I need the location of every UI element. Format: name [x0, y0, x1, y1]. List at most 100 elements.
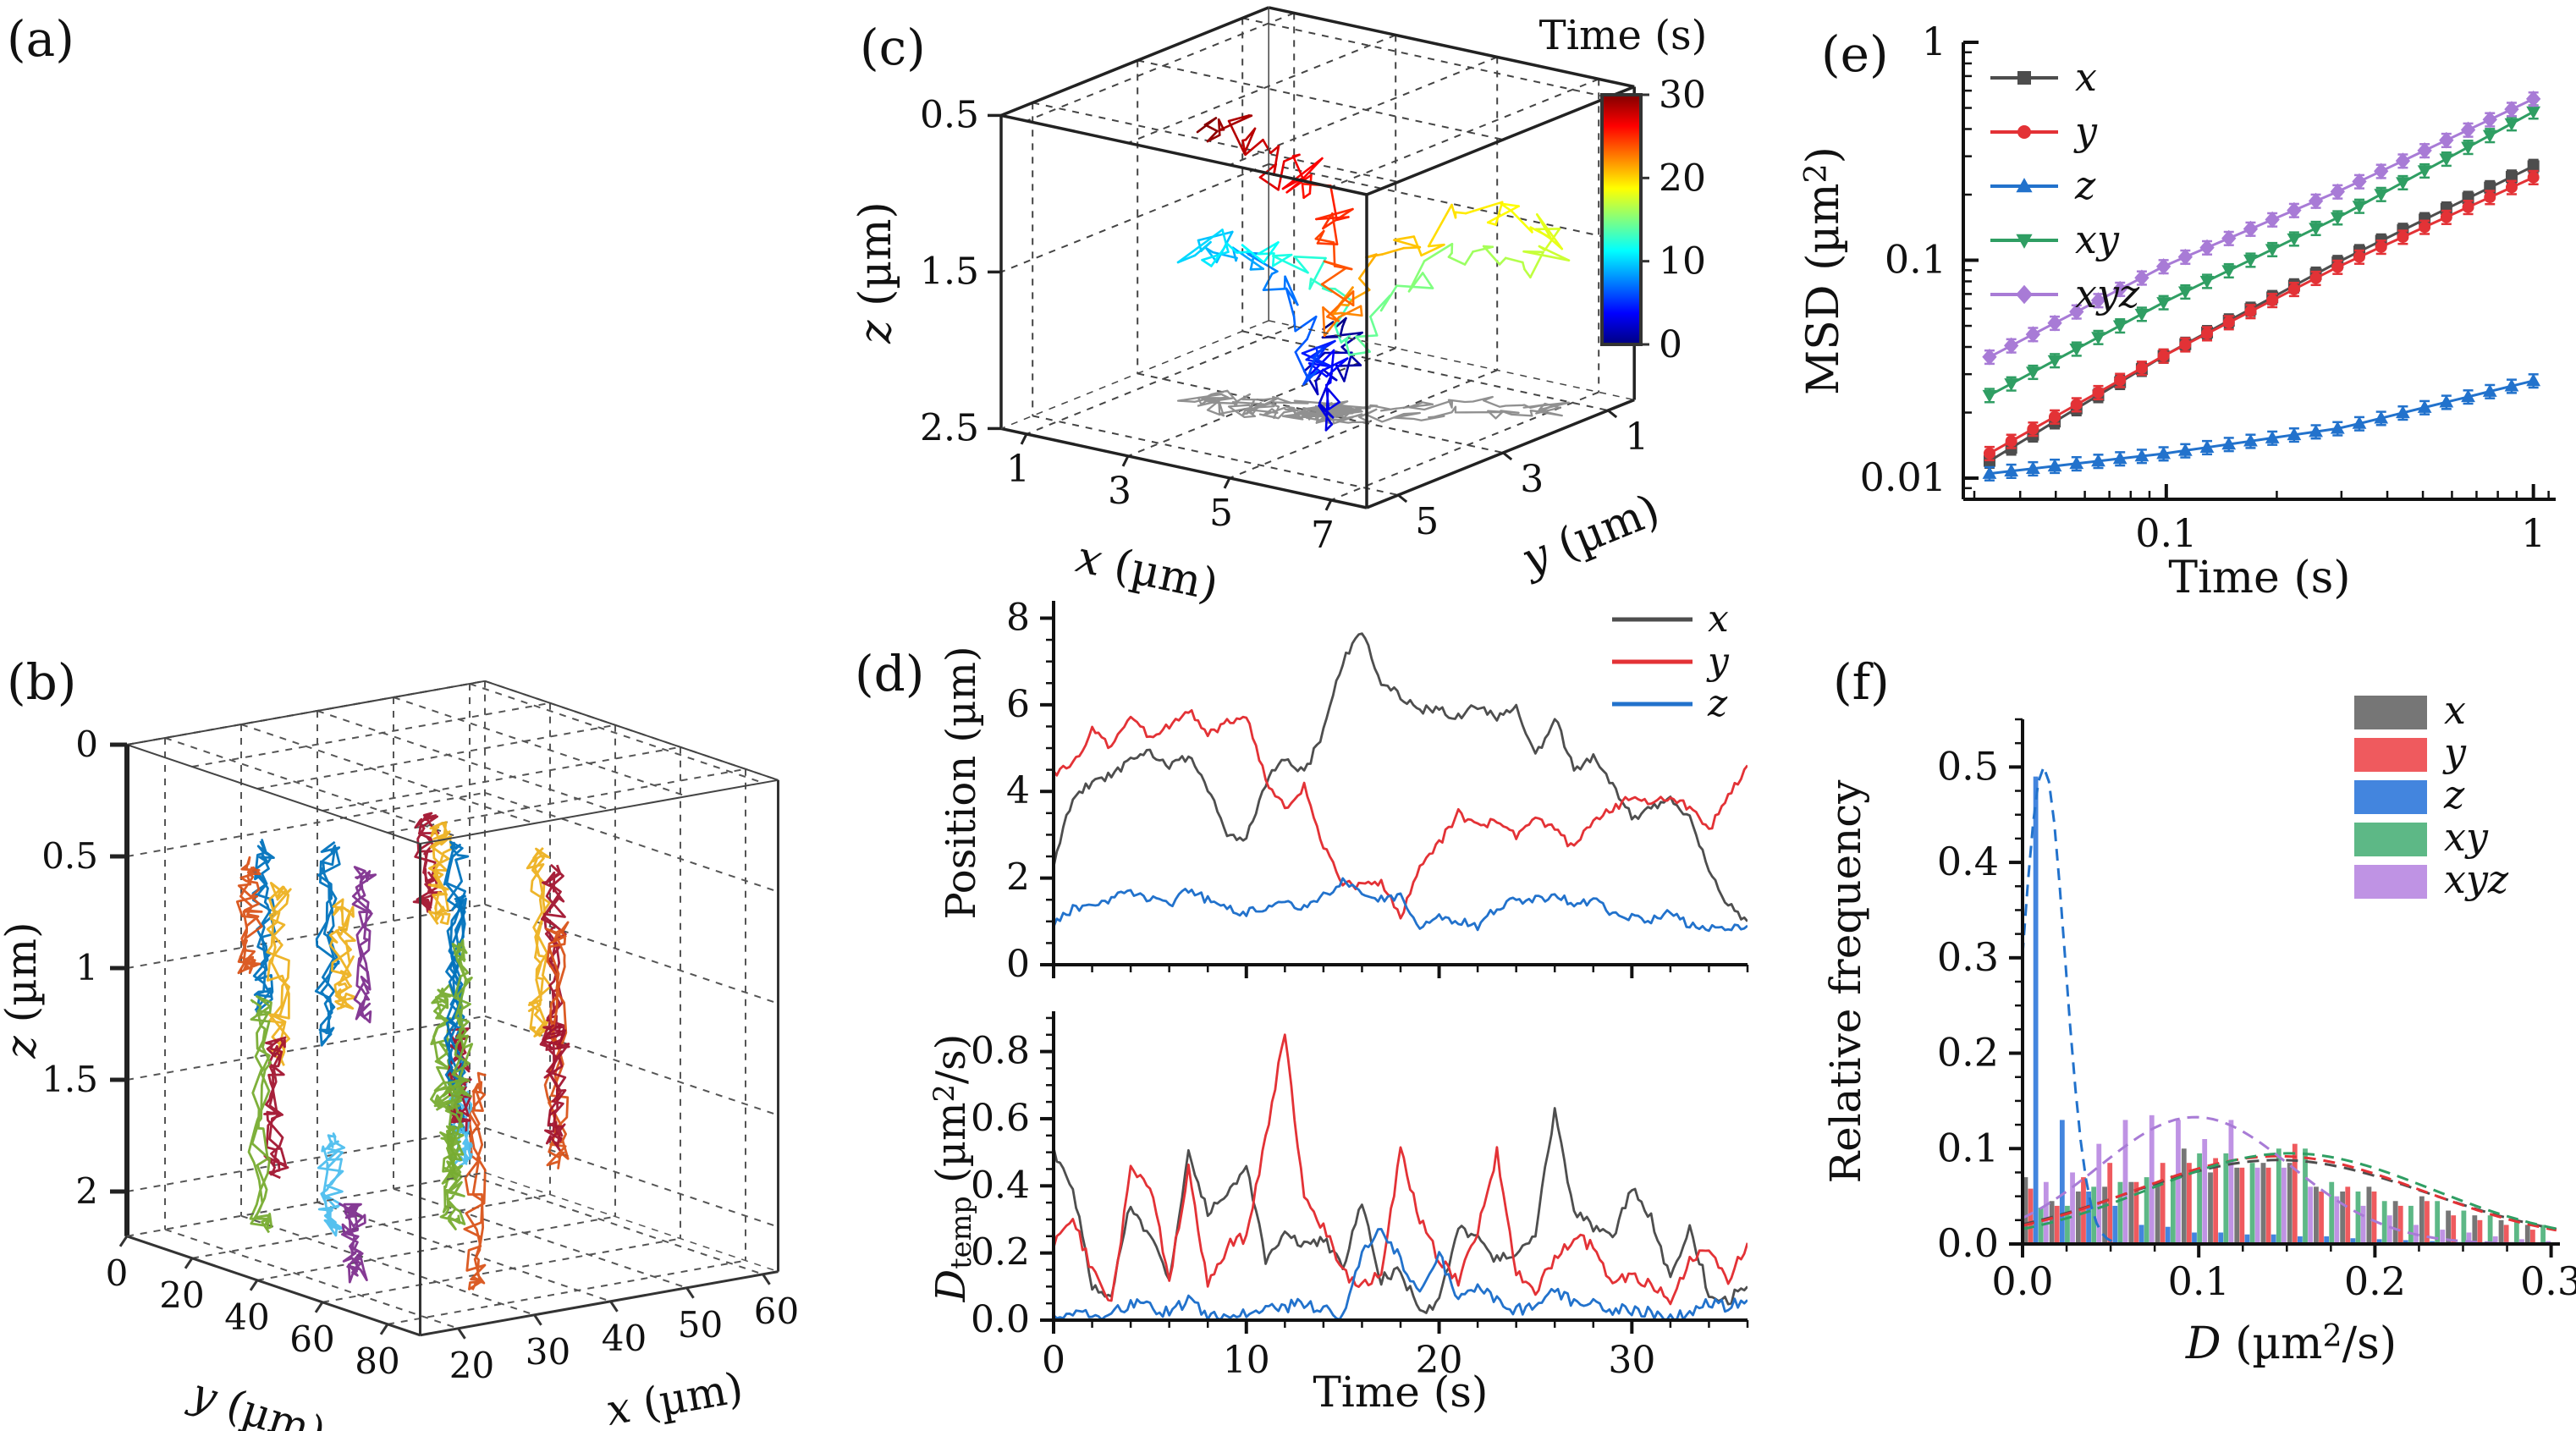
fluorescence-image [234, 7, 409, 601]
fit-curve-xy [2022, 1152, 2557, 1230]
svg-text:10: 10 [1659, 240, 1706, 283]
series-xy [1982, 104, 2541, 404]
svg-text:0: 0 [1006, 943, 1030, 986]
fluorescent-aggregate [358, 354, 377, 373]
panel-b-label: (b) [7, 653, 77, 711]
series-y [1054, 1033, 1748, 1306]
trajectories [235, 812, 570, 1291]
fit-curve-y [2022, 1154, 2557, 1232]
svg-text:6: 6 [1006, 683, 1030, 726]
svg-text:0.2: 0.2 [971, 1231, 1030, 1274]
svg-text:0: 0 [1042, 1339, 1065, 1382]
svg-text:40: 40 [224, 1296, 269, 1338]
svg-text:0: 0 [75, 724, 98, 765]
series-y [1983, 169, 2540, 462]
fluorescent-aggregate [321, 555, 339, 573]
svg-text:1: 1 [1922, 19, 1946, 64]
phase-ring [45, 350, 70, 376]
svg-text:0.2: 0.2 [1937, 1030, 1999, 1076]
series-z [1982, 373, 2541, 482]
roi-box [315, 440, 361, 499]
fluorescent-aggregate [250, 374, 260, 384]
svg-text:y: y [1706, 640, 1730, 683]
panel-a-label: (a) [7, 10, 74, 68]
series-x [1983, 158, 2540, 470]
svg-text:80: 80 [355, 1340, 399, 1382]
panel-d-label: (d) [855, 645, 925, 702]
svg-text:1.5: 1.5 [41, 1059, 98, 1100]
axes-box [124, 680, 779, 1337]
fit-curves [2021, 762, 2557, 1246]
legend-d: xyz [1612, 597, 1730, 725]
svg-text:1.5: 1.5 [920, 250, 979, 293]
svg-text:30: 30 [1659, 74, 1706, 117]
svg-text:0.0: 0.0 [1991, 1258, 2053, 1304]
fluorescent-aggregate [245, 251, 257, 262]
svg-text:0: 0 [106, 1252, 129, 1294]
svg-text:20: 20 [449, 1345, 494, 1386]
svg-text:20: 20 [1416, 1339, 1463, 1382]
svg-text:0.8: 0.8 [971, 1030, 1030, 1073]
series-x [1054, 632, 1748, 922]
svg-text:5: 5 [1209, 492, 1233, 535]
svg-text:20: 20 [159, 1274, 204, 1316]
svg-text:xyz: xyz [2444, 856, 2509, 902]
dtemp-axis-title: Dtemp (µm2/s) [927, 1034, 977, 1303]
fluorescent-aggregate [297, 525, 327, 554]
svg-text:10: 10 [1223, 1339, 1270, 1382]
fluorescent-aggregate [327, 63, 354, 84]
svg-text:xy: xy [2444, 814, 2489, 860]
svg-text:2.5: 2.5 [920, 406, 979, 449]
d-axis-title: D (µm2/s) [2185, 1318, 2397, 1369]
position-axis-title: Position (µm) [938, 646, 985, 919]
msd-axis-title: MSD (µm2) [1797, 146, 1849, 395]
panel-f-label: (f) [1833, 653, 1890, 711]
svg-text:0.01: 0.01 [1860, 454, 1946, 500]
svg-text:0.3: 0.3 [1937, 934, 1999, 980]
series-z [1054, 1228, 1748, 1320]
fit-curve-z [2021, 762, 2557, 1246]
axes-box [999, 6, 1636, 509]
series-xyz [1982, 91, 2541, 366]
plot-e: 0.1 1 0.01 0.1 1 Time (s) MSD (µm2) [1797, 19, 2556, 603]
relfreq-axis-title: Relative frequency [1821, 779, 1870, 1184]
panel-d-time-series: 0 2 4 6 8 Position (µm) 0 10 20 30 0.0 0.2 0.4 0.6 0.8… [927, 596, 1749, 1417]
z-axis-title: z (µm) [0, 922, 46, 1059]
fluorescent-aggregate [339, 309, 360, 322]
svg-text:xyz: xyz [2075, 271, 2140, 316]
fluorescent-aggregate [257, 237, 272, 250]
time-axis-title: Time (s) [1313, 1368, 1489, 1417]
svg-text:0.1: 0.1 [2135, 510, 2197, 556]
svg-text:0.0: 0.0 [1937, 1220, 1999, 1266]
fluorescent-aggregate [309, 101, 331, 119]
fit-curve-xyz [2022, 1115, 2557, 1246]
x-axis-title: x (µm) [603, 1363, 747, 1431]
series-y [1054, 708, 1748, 920]
svg-text:8: 8 [1006, 596, 1030, 639]
svg-text:7: 7 [1311, 514, 1335, 557]
nucleus-outline [289, 140, 384, 325]
svg-text:2: 2 [1006, 856, 1030, 900]
panel-f-histogram: 0.0 0.1 0.2 0.3 0.4 0.5 0.0 0.1 0.2 0.3 D (µm2/s) R… [1821, 687, 2576, 1369]
svg-text:0.3: 0.3 [2520, 1258, 2576, 1304]
svg-text:0.1: 0.1 [1937, 1125, 1999, 1170]
svg-text:5: 5 [1415, 500, 1439, 543]
fluorescent-aggregate [319, 220, 337, 236]
svg-text:1: 1 [1625, 416, 1649, 459]
svg-text:z: z [1707, 682, 1728, 725]
colorbar: Time (s) 0 10 20 30 [1539, 12, 1708, 366]
svg-text:3: 3 [1108, 470, 1131, 513]
z-axis-title: z (µm) [850, 201, 901, 344]
fluorescent-aggregate [321, 460, 346, 482]
time-colored-trajectory [1176, 114, 1571, 432]
floor-projection [1176, 389, 1571, 425]
svg-text:1: 1 [75, 947, 98, 988]
panel-a-micrographs [42, 4, 415, 605]
svg-text:0.6: 0.6 [971, 1097, 1030, 1140]
